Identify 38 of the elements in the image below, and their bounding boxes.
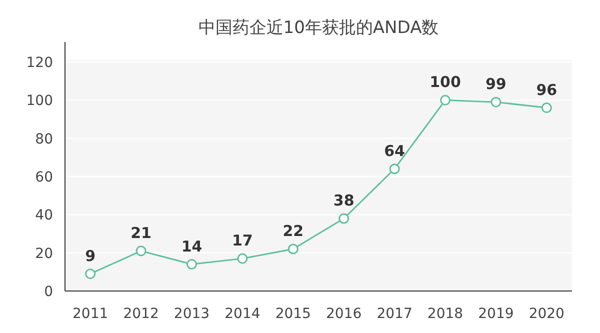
y-tick-label: 120: [26, 55, 53, 71]
x-tick-label: 2017: [376, 306, 412, 322]
data-label: 14: [181, 237, 202, 256]
data-label: 99: [486, 75, 506, 94]
data-label: 21: [130, 224, 152, 242]
x-tick-label: 2015: [275, 306, 311, 322]
data-label: 9: [85, 246, 96, 265]
point: [541, 102, 552, 114]
point: [288, 244, 298, 254]
x-tick-label: 2014: [224, 306, 260, 322]
x-tick-label: 2016: [326, 306, 362, 322]
y-tick-label: 40: [35, 208, 53, 224]
y-tick-label: 100: [26, 93, 53, 110]
point: [490, 96, 502, 108]
x-tick-label: 2020: [528, 306, 564, 322]
x-tick-label: 2013: [174, 306, 210, 322]
x-tick-label: 2011: [72, 306, 108, 322]
point: [186, 259, 197, 270]
data-label: 96: [536, 80, 558, 99]
data-label: 22: [282, 222, 304, 240]
y-tick-label: 80: [35, 131, 53, 148]
point: [389, 164, 400, 174]
data-label: 64: [384, 142, 405, 160]
data-label: 38: [333, 191, 354, 210]
x-tick-label: 2019: [478, 306, 514, 322]
x-tick-label: 2012: [123, 306, 159, 322]
y-tick-label: 60: [35, 170, 53, 186]
point: [136, 246, 146, 256]
point: [85, 268, 96, 280]
y-tick-label: 0: [44, 284, 53, 300]
x-tick-label: 2018: [427, 306, 464, 322]
y-tick-label: 20: [35, 246, 53, 262]
data-label: 100: [430, 73, 461, 92]
point: [237, 253, 248, 264]
point: [440, 94, 450, 106]
point: [338, 213, 350, 224]
chart-title: 中国药企近10年获批的ANDA数: [198, 18, 439, 38]
data-label: 17: [232, 232, 253, 250]
